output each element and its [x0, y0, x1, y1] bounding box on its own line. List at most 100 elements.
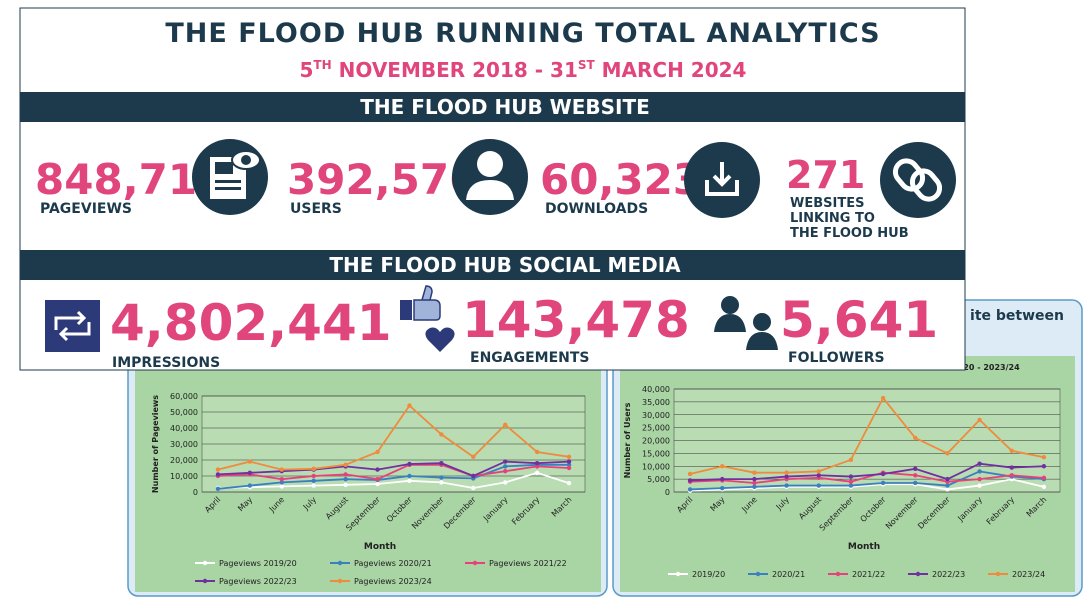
- data-point: [534, 470, 540, 475]
- stat-value: 143,478: [462, 291, 690, 349]
- stat-value: 5,641: [780, 291, 938, 349]
- y-tick-label: 15,000: [642, 449, 670, 458]
- data-point: [880, 395, 886, 401]
- data-point: [503, 469, 508, 474]
- data-point: [913, 466, 918, 472]
- stat-label: USERS: [290, 201, 342, 217]
- legend-marker: [915, 571, 921, 577]
- legend-marker: [995, 571, 1001, 577]
- data-point: [1041, 455, 1047, 460]
- subtitle-sup: ST: [578, 58, 596, 72]
- data-point: [566, 459, 572, 464]
- data-point: [816, 483, 821, 488]
- icon-followers: [714, 296, 778, 350]
- stat-label: THE FLOOD HUB: [790, 226, 909, 241]
- legend-label: Pageviews 2019/20: [219, 559, 297, 568]
- icon-downloads: [684, 142, 760, 218]
- y-tick-label: 5,000: [647, 475, 670, 484]
- data-point: [1009, 465, 1014, 470]
- series-line: [217, 471, 570, 489]
- heading-bar: [20, 250, 965, 280]
- data-point: [816, 473, 821, 478]
- stat-label: DOWNLOADS: [545, 201, 648, 217]
- data-point: [687, 487, 693, 492]
- data-point: [343, 472, 348, 477]
- data-point: [945, 487, 950, 492]
- data-point: [752, 484, 757, 490]
- y-tick-label: 40,000: [170, 424, 198, 433]
- charts-layer: ite between 0 10,000 20,000 30,000 40,000 50,…: [127, 299, 1083, 597]
- stat-label: IMPRESSIONS: [112, 355, 220, 371]
- data-point: [1041, 464, 1047, 469]
- data-point: [848, 457, 854, 463]
- data-point: [945, 451, 950, 456]
- data-point: [311, 466, 316, 471]
- data-point: [816, 469, 821, 474]
- data-point: [566, 462, 572, 467]
- data-point: [471, 485, 476, 491]
- data-point: [945, 476, 950, 482]
- data-point: [503, 422, 508, 427]
- data-point: [687, 478, 693, 483]
- data-point: [439, 480, 444, 485]
- data-point: [439, 475, 444, 480]
- legend-label: Pageviews 2023/24: [354, 577, 432, 586]
- data-point: [279, 484, 284, 489]
- data-point: [913, 473, 918, 478]
- legend-label: 2019/20: [692, 570, 725, 579]
- stat-label: FOLLOWERS: [788, 350, 885, 366]
- data-point: [311, 478, 316, 483]
- data-point: [343, 462, 348, 467]
- data-point: [375, 449, 380, 455]
- y-tick-label: 0: [193, 488, 198, 497]
- data-point: [977, 417, 982, 423]
- panel-heading: ite between: [970, 308, 1064, 324]
- data-point: [720, 464, 725, 469]
- data-point: [375, 477, 380, 482]
- y-tick-label: 35,000: [642, 398, 670, 407]
- data-point: [247, 483, 253, 488]
- data-point: [880, 480, 886, 486]
- data-point: [534, 449, 540, 455]
- data-point: [848, 479, 854, 484]
- data-point: [977, 461, 982, 466]
- data-point: [566, 481, 572, 486]
- series-line: [217, 463, 570, 481]
- legend-marker: [472, 560, 478, 566]
- data-point: [1041, 475, 1047, 481]
- data-point: [977, 483, 982, 488]
- data-point: [880, 471, 886, 477]
- data-point: [534, 464, 540, 469]
- data-point: [720, 476, 725, 482]
- data-point: [375, 481, 380, 487]
- data-point: [913, 480, 918, 486]
- data-point: [687, 471, 693, 477]
- data-point: [247, 470, 253, 475]
- data-point: [752, 480, 757, 486]
- y-axis-label: Number of Pageviews: [151, 395, 160, 493]
- y-tick-label: 10,000: [642, 462, 670, 471]
- data-point: [439, 432, 444, 437]
- y-tick-label: 20,000: [170, 456, 198, 465]
- data-point: [215, 467, 221, 472]
- data-point: [977, 476, 982, 482]
- legend-marker: [202, 560, 208, 566]
- y-tick-label: 25,000: [642, 424, 670, 433]
- data-point: [439, 461, 444, 466]
- legend-marker: [755, 571, 761, 577]
- data-point: [503, 464, 508, 469]
- data-point: [215, 486, 221, 491]
- social-heading: THE FLOOD HUB SOCIAL MEDIA: [329, 253, 681, 277]
- data-point: [848, 483, 854, 488]
- legend-label: 2021/22: [852, 570, 885, 579]
- data-point: [848, 474, 854, 479]
- data-point: [1041, 484, 1047, 490]
- data-point: [977, 469, 982, 474]
- stat-label: ENGAGEMENTS: [470, 350, 590, 366]
- legend-label: Pageviews 2022/23: [219, 577, 297, 586]
- x-axis-label: Month: [364, 542, 396, 552]
- data-point: [407, 473, 412, 479]
- series-line: [690, 471, 1044, 484]
- y-tick-label: 20,000: [642, 437, 670, 446]
- data-point: [784, 470, 789, 475]
